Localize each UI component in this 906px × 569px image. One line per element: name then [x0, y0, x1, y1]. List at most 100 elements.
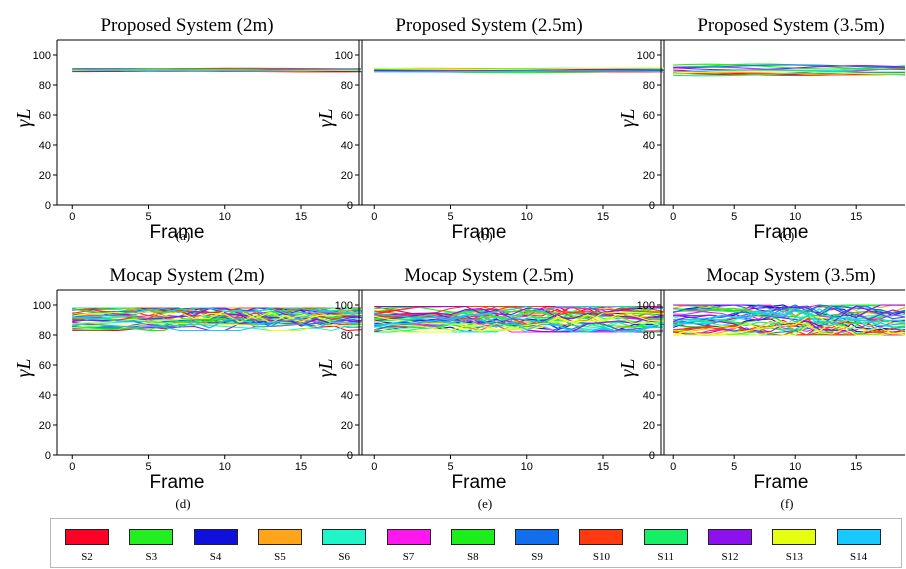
x-tick-label: 0: [69, 461, 75, 473]
y-tick-label: 40: [643, 140, 655, 152]
legend-swatch: [65, 529, 109, 545]
series-line-s10: [72, 307, 362, 321]
x-axis-label: Frame: [150, 222, 205, 243]
series-line-s14: [72, 321, 362, 332]
series-line-s14: [72, 307, 362, 319]
y-tick-label: 100: [33, 300, 51, 312]
series-line-s11: [673, 318, 905, 333]
series-line-s6: [72, 321, 362, 332]
panel-e: Mocap System (2.5m) 0 20 40 60 80 100 0 5 10 15 Fra…: [315, 265, 665, 511]
x-tick-label: 5: [447, 461, 453, 473]
panel-d: Mocap System (2m) 0 20 40 60 80 100 0 5 10 15 Frame…: [13, 265, 363, 511]
series-line-s13: [673, 321, 905, 336]
y-axis-label: γL: [617, 358, 639, 377]
legend: S2 S3 S4 S5 S6 S7 S8 S9 S10 S11 S12 S13 S14: [50, 518, 902, 568]
legend-swatch: [772, 529, 817, 545]
legend-label: S11: [657, 551, 675, 563]
series-line-s13: [72, 310, 362, 324]
x-tick-label: 10: [521, 461, 533, 473]
x-tick-label: 10: [789, 461, 801, 473]
legend-swatch: [515, 529, 560, 545]
y-tick-label: 20: [643, 420, 655, 432]
legend-item-s9: S9: [507, 527, 567, 565]
y-tick-label: 100: [335, 300, 353, 312]
legend-item-s2: S2: [57, 527, 117, 565]
y-tick-label: 0: [347, 450, 353, 462]
legend-label: S10: [592, 551, 610, 563]
legend-label: S2: [81, 551, 93, 563]
legend-item-s11: S11: [636, 527, 696, 565]
legend-swatch: [322, 529, 367, 545]
x-axis-label: Frame: [452, 222, 507, 243]
panel-caption: (e): [478, 496, 492, 511]
x-tick-label: 15: [597, 461, 609, 473]
series-line-s14: [72, 69, 362, 72]
legend-swatch: [708, 529, 752, 545]
y-tick-label: 80: [341, 80, 353, 92]
x-tick-label: 0: [670, 211, 676, 223]
legend-label: S4: [209, 551, 222, 563]
series-line-s12: [673, 304, 905, 316]
panel-caption: (d): [175, 496, 190, 511]
y-tick-label: 80: [341, 330, 353, 342]
series-line-s12: [72, 310, 362, 326]
y-axis-label: γL: [13, 358, 35, 377]
y-tick-label: 100: [33, 50, 51, 62]
panel-f: Mocap System (3.5m) 0 20 40 60 80 100 0 5 10 15 Fra…: [617, 265, 905, 511]
y-axis-label: γL: [13, 108, 35, 127]
y-axis-label: γL: [617, 108, 639, 127]
y-tick-label: 20: [643, 170, 655, 182]
legend-swatch: [386, 529, 431, 545]
legend-swatch: [257, 529, 302, 545]
y-tick-label: 20: [39, 170, 51, 182]
y-tick-label: 0: [45, 200, 51, 212]
x-tick-label: 5: [731, 461, 737, 473]
x-axis-label: Frame: [754, 222, 809, 243]
legend-label: S7: [402, 551, 415, 563]
panel-caption: (f): [781, 496, 794, 511]
y-tick-label: 20: [341, 170, 353, 182]
series-line-s12: [374, 305, 664, 323]
x-tick-label: 15: [597, 211, 609, 223]
x-tick-label: 10: [521, 211, 533, 223]
series-line-s14: [374, 70, 664, 73]
panel-caption: (a): [176, 228, 190, 243]
legend-swatch: [836, 529, 881, 545]
legend-swatch: [579, 529, 624, 545]
legend-item-s5: S5: [250, 527, 310, 565]
y-tick-label: 0: [45, 450, 51, 462]
y-axis-label: γL: [315, 358, 337, 377]
legend-label: S3: [145, 551, 158, 563]
y-tick-label: 100: [637, 50, 655, 62]
legend-label: S9: [531, 551, 543, 563]
x-tick-label: 15: [295, 211, 307, 223]
series-line-s12: [673, 65, 905, 71]
x-tick-label: 0: [371, 461, 377, 473]
y-tick-label: 60: [643, 110, 655, 122]
x-axis-label: Frame: [452, 472, 507, 493]
legend-item-s14: S14: [829, 527, 889, 565]
series-line-s14: [374, 319, 664, 333]
series-line-s9: [72, 307, 362, 320]
y-tick-label: 80: [643, 330, 655, 342]
y-tick-label: 40: [341, 390, 353, 402]
series-line-s6: [673, 306, 905, 327]
series-line-s14: [673, 69, 905, 73]
legend-swatch: [450, 529, 495, 545]
y-tick-label: 20: [341, 420, 353, 432]
series-line-s13: [374, 67, 664, 71]
series-line-s14: [673, 308, 905, 326]
legend-label: S13: [785, 551, 803, 563]
y-axis-label: γL: [315, 108, 337, 127]
x-axis-label: Frame: [150, 472, 205, 493]
y-tick-label: 0: [649, 450, 655, 462]
x-tick-label: 15: [295, 461, 307, 473]
y-tick-label: 60: [39, 360, 51, 372]
legend-label: S5: [274, 551, 286, 563]
legend-label: S8: [466, 551, 479, 563]
legend-label: S12: [721, 551, 739, 563]
panel-b: Proposed System (2.5m) 0 20 40 60 80 100 0 5 10 15…: [315, 15, 665, 243]
series-line-s12: [673, 309, 905, 333]
series-line-s11: [374, 310, 664, 323]
